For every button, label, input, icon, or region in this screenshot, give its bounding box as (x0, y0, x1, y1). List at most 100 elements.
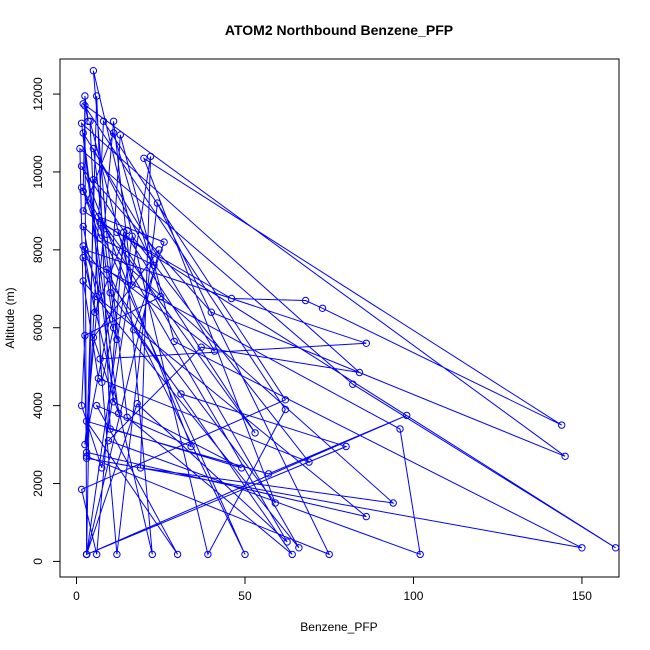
data-point (98, 464, 106, 472)
data-point (157, 292, 165, 301)
data-point (211, 347, 219, 355)
data-point (79, 277, 87, 285)
data-point (113, 550, 121, 559)
x-axis: 0 50 100 150 (73, 576, 592, 603)
data-point (81, 92, 89, 100)
data-point (251, 429, 259, 437)
data-point (79, 187, 87, 196)
data-point (318, 304, 327, 312)
data-point (93, 92, 101, 100)
data-point (106, 425, 114, 433)
y-tick-label: 2000 (31, 470, 45, 497)
data-point (281, 405, 290, 414)
chart-title: ATOM2 Northbound Benzene_PFP (225, 22, 453, 38)
data-point (558, 421, 566, 429)
x-tick-label: 50 (238, 589, 252, 603)
data-point (76, 144, 84, 153)
data-point (94, 374, 103, 383)
y-tick-label: 8000 (31, 236, 45, 263)
x-tick-label: 100 (403, 589, 423, 603)
data-point (94, 213, 103, 221)
data-point (77, 162, 86, 170)
data-point (170, 337, 178, 346)
data-point (103, 265, 111, 273)
data-point (79, 207, 87, 215)
data-point (116, 131, 125, 139)
data-point (305, 458, 313, 466)
data-point (79, 253, 87, 262)
data-point (227, 294, 236, 303)
data-point (79, 222, 87, 231)
data-point (93, 292, 101, 301)
data-point (81, 331, 89, 340)
data-point (82, 417, 91, 425)
data-point (77, 485, 86, 494)
series-layer (76, 67, 620, 559)
data-point (128, 281, 136, 289)
data-point (109, 129, 118, 137)
data-point (77, 183, 86, 192)
x-tick-label: 0 (73, 589, 80, 603)
data-point (288, 550, 296, 559)
y-tick-label: 0 (31, 558, 45, 565)
data-point (93, 550, 101, 559)
data-point (362, 512, 370, 521)
data-point (237, 464, 246, 472)
y-tick-label: 6000 (31, 314, 45, 341)
data-point (204, 550, 212, 559)
data-point (77, 119, 86, 128)
data-point (325, 550, 333, 559)
x-axis-label: Benzene_PFP (300, 620, 377, 634)
data-point (113, 335, 121, 344)
data-point (155, 246, 163, 254)
data-point (79, 129, 87, 137)
data-point (342, 442, 350, 451)
data-point (89, 333, 98, 342)
data-point (89, 67, 98, 75)
data-point (295, 544, 303, 552)
data-point (177, 390, 185, 398)
x-tick-label: 150 (572, 589, 592, 603)
data-point (133, 400, 141, 408)
data-point (89, 144, 98, 153)
data-point (403, 411, 411, 420)
data-point (389, 499, 397, 507)
data-point (104, 437, 113, 445)
data-point (82, 448, 91, 457)
data-point (148, 550, 157, 559)
data-point (207, 308, 216, 316)
data-point (271, 499, 279, 507)
data-point (109, 117, 118, 126)
data-point (283, 538, 291, 546)
data-point (301, 296, 310, 305)
data-point (362, 339, 370, 347)
data-point (106, 289, 114, 297)
data-point (396, 425, 404, 433)
data-point (611, 544, 620, 552)
data-point (113, 228, 121, 237)
data-point (93, 401, 101, 410)
data-point (109, 398, 118, 406)
data-point (187, 442, 195, 451)
data-point (81, 246, 89, 254)
data-point (91, 308, 99, 316)
data-point (96, 355, 104, 363)
data-point (79, 100, 87, 108)
data-point (82, 454, 91, 462)
data-point (150, 261, 158, 270)
data-point (281, 396, 290, 404)
data-point (82, 550, 91, 559)
data-point (561, 452, 569, 460)
data-point (355, 368, 364, 377)
data-point (349, 380, 357, 388)
data-point (81, 102, 89, 110)
y-tick-label: 12000 (31, 77, 45, 111)
data-point (130, 326, 138, 334)
series-line (79, 70, 616, 556)
data-point (578, 544, 586, 552)
data-point (79, 242, 87, 250)
y-axis: 0 2000 4000 6000 8000 10000 12000 (31, 77, 61, 565)
data-point (140, 154, 148, 163)
data-point (128, 232, 136, 240)
